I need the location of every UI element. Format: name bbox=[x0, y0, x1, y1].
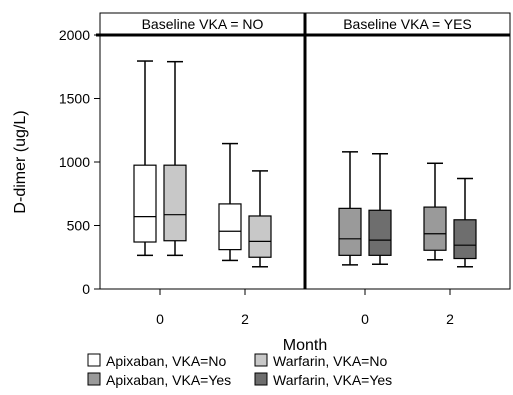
box-iqr bbox=[453, 219, 477, 260]
box-iqr bbox=[338, 207, 362, 256]
box bbox=[133, 60, 157, 257]
box-iqr bbox=[248, 215, 272, 258]
legend-label: Warfarin, VKA=No bbox=[273, 353, 387, 369]
legend-swatch bbox=[254, 372, 268, 386]
x-tick-label: 0 bbox=[156, 311, 164, 327]
box-iqr bbox=[163, 164, 187, 242]
y-axis-title: D-dimer (ug/L) bbox=[12, 110, 29, 213]
legend-swatch bbox=[254, 353, 268, 367]
legend-item: Warfarin, VKA=No bbox=[254, 353, 387, 369]
box bbox=[423, 162, 447, 261]
y-tick-label: 1500 bbox=[59, 91, 90, 107]
box-iqr bbox=[218, 203, 242, 251]
x-tick-label: 0 bbox=[361, 311, 369, 327]
box-iqr bbox=[423, 206, 447, 251]
box bbox=[368, 152, 392, 265]
box-iqr bbox=[368, 209, 392, 256]
box bbox=[163, 60, 187, 257]
box bbox=[453, 177, 477, 268]
plot-frame bbox=[96, 12, 511, 290]
x-axis-title: Month bbox=[283, 337, 327, 354]
y-tick-label: 0 bbox=[82, 281, 90, 297]
legend-item: Apixaban, VKA=No bbox=[87, 353, 226, 369]
legend-item: Apixaban, VKA=Yes bbox=[87, 372, 231, 388]
panel-label: Baseline VKA = YES bbox=[343, 16, 472, 32]
panel-label: Baseline VKA = NO bbox=[142, 16, 264, 32]
legend-item: Warfarin, VKA=Yes bbox=[254, 372, 392, 388]
y-tick-label: 500 bbox=[67, 218, 91, 234]
legend: Apixaban, VKA=No Warfarin, VKA=No Apixaban… bbox=[87, 353, 392, 388]
box-iqr bbox=[133, 164, 157, 243]
legend-swatch bbox=[87, 372, 101, 386]
y-tick-label: 1000 bbox=[59, 154, 90, 170]
box-layer bbox=[133, 60, 477, 268]
x-tick-label: 2 bbox=[241, 311, 249, 327]
legend-label: Apixaban, VKA=Yes bbox=[106, 372, 231, 388]
legend-swatch bbox=[87, 353, 101, 367]
box bbox=[338, 151, 362, 266]
legend-label: Apixaban, VKA=No bbox=[106, 353, 226, 369]
y-tick-label: 2000 bbox=[59, 27, 90, 43]
box bbox=[248, 170, 272, 268]
box bbox=[218, 142, 242, 262]
legend-label: Warfarin, VKA=Yes bbox=[273, 372, 392, 388]
x-tick-label: 2 bbox=[446, 311, 454, 327]
